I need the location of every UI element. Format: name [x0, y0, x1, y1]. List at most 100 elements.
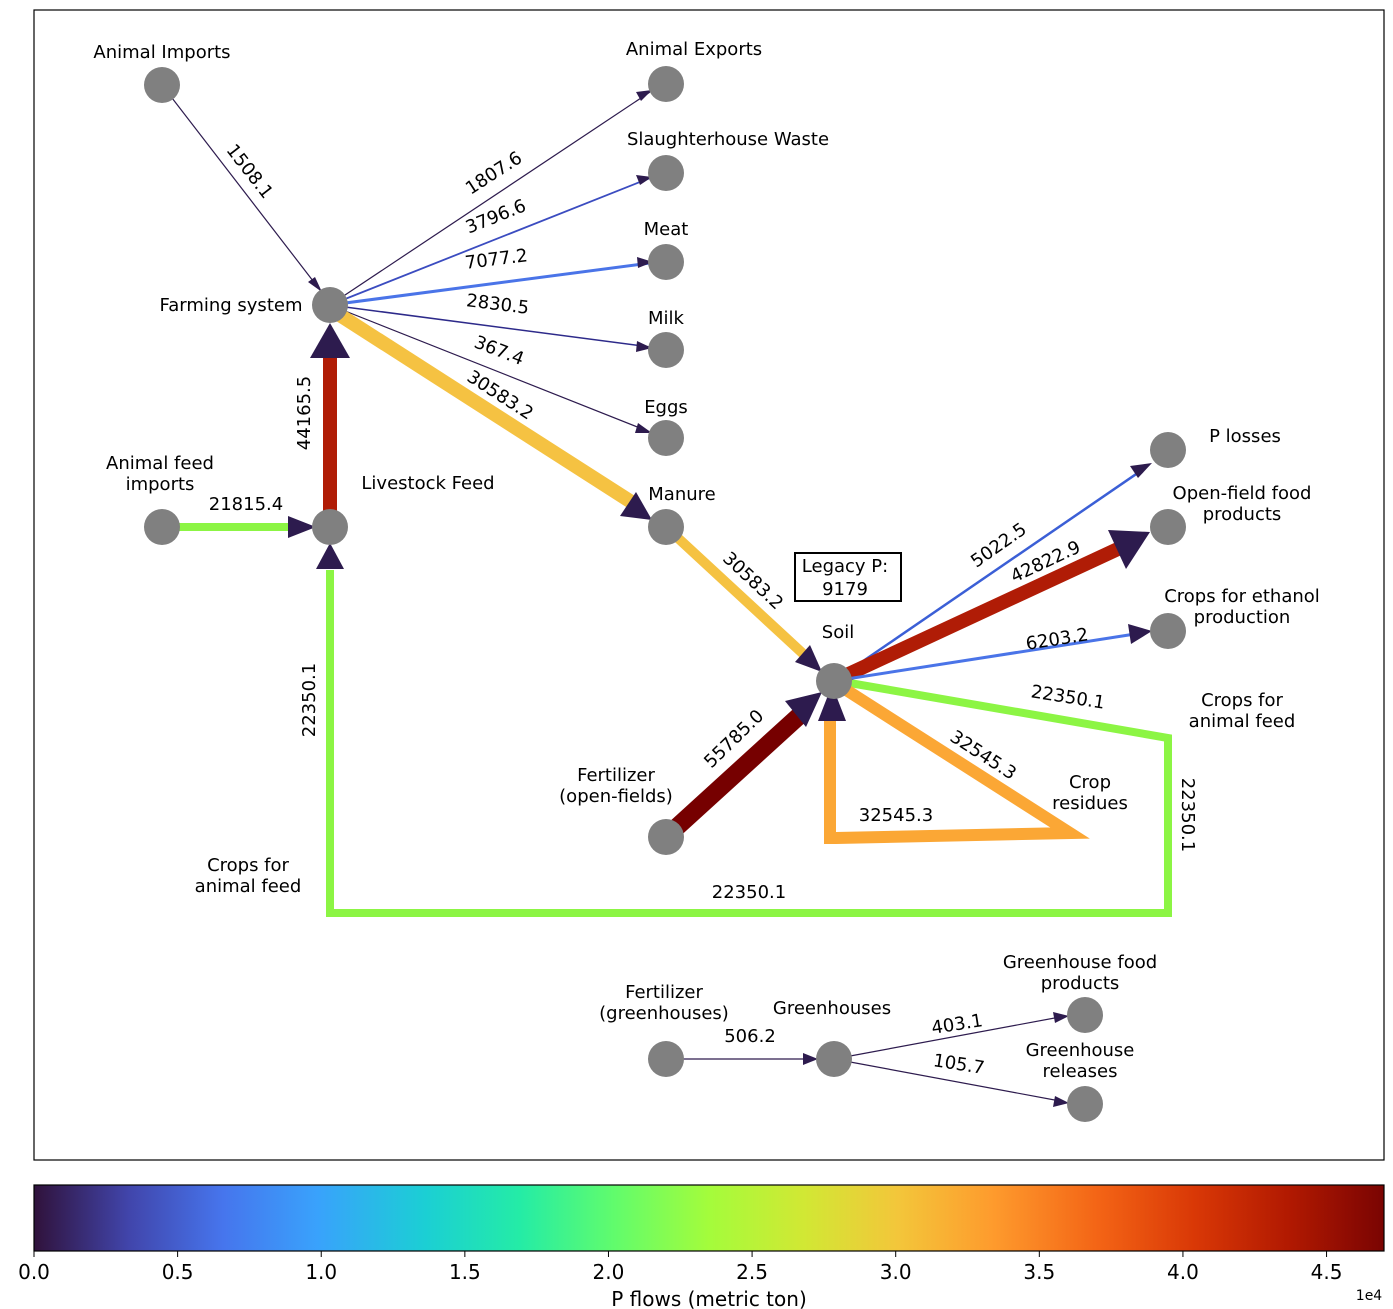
arrowhead: [316, 543, 344, 569]
colorbar-ticks: 0.0 0.5 1.0 1.5 2.0 2.5 3.0 3.5 4.0 4.5: [18, 1251, 1342, 1284]
arrowhead: [803, 1053, 818, 1065]
label-fertilizer-greenhouses: Fertilizer (greenhouses): [599, 982, 729, 1024]
node-livestock-feed: [312, 509, 348, 545]
arrowhead: [1128, 624, 1152, 644]
flow-manure: [331, 306, 640, 511]
node-farming-system: [312, 287, 348, 323]
node-open-field-food: [1150, 509, 1186, 545]
label-fertilizer-open: Fertilizer (open-fields): [559, 765, 673, 807]
colorbar-tick-label: 0.0: [18, 1260, 50, 1284]
arrowhead: [620, 492, 652, 520]
node-greenhouses: [816, 1041, 852, 1077]
label-animal-exports: Animal Exports: [626, 39, 762, 60]
flow-label: 22350.1: [1177, 778, 1198, 852]
label-meat: Meat: [644, 219, 689, 240]
label-greenhouse-food: Greenhouse food products: [1003, 952, 1157, 994]
flow-open-field-food: [837, 541, 1123, 685]
label-milk: Milk: [648, 308, 685, 329]
label-crops-ethanol: Crops for ethanol production: [1164, 586, 1320, 628]
label-farming-system: Farming system: [160, 295, 303, 316]
node-p-losses: [1150, 432, 1186, 468]
flow-label: 1508.1: [222, 140, 277, 203]
arrowhead: [310, 323, 350, 358]
legacy-p-box: Legacy P: 9179: [794, 552, 902, 602]
flow-label: 7077.2: [464, 245, 529, 274]
arrowhead: [1053, 1012, 1069, 1023]
label-livestock-feed: Livestock Feed: [361, 473, 494, 494]
colorbar-tick-label: 1.0: [305, 1260, 337, 1284]
label-animal-feed-imports: Animal feed imports: [106, 453, 214, 495]
colorbar-exponent: 1e4: [1356, 1288, 1383, 1304]
colorbar-gradient: [33, 1184, 1385, 1252]
node-animal-feed-imports: [144, 509, 180, 545]
colorbar: 0.0 0.5 1.0 1.5 2.0 2.5 3.0 3.5 4.0 4.5 1e4 P flo…: [18, 1184, 1385, 1309]
label-open-field-food: Open-field food products: [1173, 483, 1312, 525]
node-fertilizer-greenhouses: [648, 1041, 684, 1077]
legacy-p-frame: [794, 552, 902, 602]
node-labels: Animal Imports Animal Exports Slaughterh…: [93, 39, 1319, 1082]
flow-p-losses: [833, 466, 1146, 683]
label-crops-feed-right: Crops for animal feed: [1189, 690, 1296, 732]
arrowhead: [818, 685, 846, 721]
arrowhead: [308, 277, 322, 292]
flow-label: 105.7: [932, 1050, 986, 1079]
arrowhead: [1108, 530, 1150, 569]
colorbar-title: P flows (metric ton): [611, 1287, 807, 1309]
arrowhead: [635, 423, 652, 433]
flow-lines: [161, 84, 1172, 1107]
node-animal-exports: [648, 66, 684, 102]
node-crops-ethanol: [1150, 613, 1186, 649]
node-milk: [648, 332, 684, 368]
flow-label: 44165.5: [294, 376, 315, 450]
plot-frame: [33, 9, 1385, 1161]
arrowhead: [785, 692, 822, 727]
flow-meat: [329, 261, 651, 307]
flow-label: 3796.6: [463, 195, 529, 238]
colorbar-tick-label: 1.5: [449, 1260, 481, 1284]
arrowhead: [795, 645, 822, 672]
flow-label: 403.1: [930, 1010, 984, 1039]
flow-milk: [329, 304, 651, 348]
flow-slaughterhouse: [329, 177, 651, 306]
node-meat: [648, 244, 684, 280]
flow-animal-imports: [161, 84, 321, 291]
flow-animal-exports: [329, 91, 651, 306]
colorbar-tick-label: 3.5: [1023, 1260, 1055, 1284]
label-greenhouse-releases: Greenhouse releases: [1026, 1040, 1135, 1082]
colorbar-tick-label: 4.0: [1167, 1260, 1199, 1284]
node-greenhouse-releases: [1067, 1086, 1103, 1122]
label-crops-feed-left: Crops for animal feed: [195, 855, 302, 897]
node-slaughterhouse-waste: [648, 155, 684, 191]
flow-eggs: [329, 304, 651, 433]
colorbar-tick-label: 2.0: [593, 1260, 625, 1284]
node-greenhouse-food: [1067, 997, 1103, 1033]
flow-gh-food: [833, 1016, 1061, 1060]
label-animal-imports: Animal Imports: [93, 42, 230, 63]
colorbar-tick-label: 4.5: [1311, 1260, 1343, 1284]
node-fertilizer-open: [648, 819, 684, 855]
legacy-p-value: 9179: [822, 579, 868, 600]
node-animal-imports: [144, 67, 180, 103]
colorbar-tick-label: 2.5: [736, 1260, 768, 1284]
flow-label: 506.2: [724, 1026, 776, 1047]
arrowhead: [636, 341, 652, 352]
label-crop-residues: Crop residues: [1052, 772, 1128, 814]
flow-label: 22350.1: [299, 663, 320, 737]
arrowhead: [637, 257, 653, 268]
flow-fertilizer-open: [659, 708, 807, 844]
flow-label: 6203.2: [1024, 624, 1089, 655]
node-manure: [648, 509, 684, 545]
flow-labels: 1508.1 1807.6 3796.6 7077.2 2830.5 367.4…: [209, 140, 1198, 1079]
arrowhead: [636, 175, 652, 185]
colorbar-tick-label: 0.5: [162, 1260, 194, 1284]
flow-label: 22350.1: [1029, 681, 1106, 713]
node-soil: [816, 663, 852, 699]
label-greenhouses: Greenhouses: [773, 998, 891, 1019]
node-eggs: [648, 420, 684, 456]
flow-crops-ethanol: [833, 632, 1136, 683]
legacy-p-title: Legacy P:: [802, 556, 888, 577]
arrowhead: [1053, 1096, 1069, 1107]
flow-gh-releases: [833, 1058, 1061, 1102]
flow-label: 1807.6: [462, 147, 526, 199]
